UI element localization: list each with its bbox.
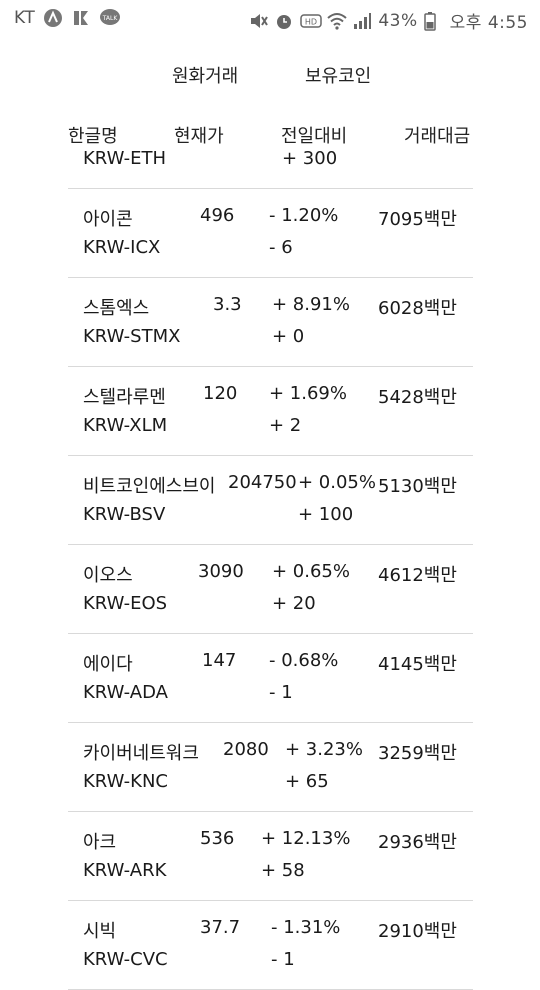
change-rate: + 0.65% <box>272 561 350 582</box>
change-rate: + 12.13% <box>261 828 351 849</box>
price-diff: + 0 <box>272 326 305 347</box>
coin-code: KRW-EOS <box>83 593 168 614</box>
coin-code: KRW-ICX <box>83 237 161 258</box>
coin-name: 아크 <box>83 832 117 853</box>
price-diff: + 65 <box>285 771 329 792</box>
trade-volume: 3259백만 <box>378 743 457 764</box>
coin-code: KRW-ARK <box>83 860 167 881</box>
price-diff: + 100 <box>298 504 354 525</box>
coin-row[interactable]: 스텔라루멘 KRW-XLM 120 + 1.69% + 2 5428백만 <box>68 367 473 456</box>
price-diff: + 300 <box>282 148 338 169</box>
price-diff: - 6 <box>269 237 293 258</box>
change-rate: - 1.31% <box>271 917 341 938</box>
battery-percent: 43% <box>378 10 418 31</box>
coin-row[interactable]: 카이버네트워크 KRW-KNC 2080 + 3.23% + 65 3259백만 <box>68 723 473 812</box>
trade-volume: 2910백만 <box>378 921 457 942</box>
coin-code: KRW-ETH <box>83 148 167 169</box>
coin-name: 비트코인에스브이 <box>83 476 216 497</box>
trade-volume: 4612백만 <box>378 565 457 586</box>
current-price: 204750 <box>228 472 297 493</box>
current-price: 3090 <box>198 561 244 582</box>
column-price[interactable]: 현재가 <box>174 126 224 147</box>
status-bar: KT TALK HD 43% 오후 4:55 <box>0 0 540 38</box>
clock: 오후 4:55 <box>449 13 528 33</box>
trade-volume: 4145백만 <box>378 654 457 675</box>
coin-code: KRW-BSV <box>83 504 166 525</box>
trade-volume: 5130백만 <box>378 476 457 497</box>
coin-list: KRW-ETH + 300 아이콘 KRW-ICX 496 - 1.20% - … <box>68 140 473 990</box>
coin-code: KRW-XLM <box>83 415 168 436</box>
change-rate: + 0.05% <box>298 472 376 493</box>
coin-row[interactable]: 아크 KRW-ARK 536 + 12.13% + 58 2936백만 <box>68 812 473 901</box>
price-diff: + 2 <box>269 415 302 436</box>
price-diff: + 58 <box>261 860 305 881</box>
market-tabs: 원화거래 보유코인 <box>0 62 540 92</box>
hd-voice-icon: HD <box>300 11 323 31</box>
coin-row[interactable]: 스톰엑스 KRW-STMX 3.3 + 8.91% + 0 6028백만 <box>68 278 473 367</box>
price-diff: + 20 <box>272 593 316 614</box>
current-price: 536 <box>200 828 235 849</box>
trade-volume: 7095백만 <box>378 209 457 230</box>
coin-code: KRW-STMX <box>83 326 181 347</box>
column-header: 한글명 현재가 전일대비 거래대금 <box>0 122 540 150</box>
signal-icon <box>352 11 372 31</box>
current-price: 147 <box>202 650 237 671</box>
current-price: 3.3 <box>213 294 242 315</box>
change-rate: + 1.69% <box>269 383 347 404</box>
current-price: 2080 <box>223 739 269 760</box>
kakaotalk-icon: TALK <box>99 8 121 28</box>
app-notification-icon <box>71 8 91 28</box>
column-name[interactable]: 한글명 <box>68 126 118 147</box>
battery-icon <box>423 11 444 31</box>
column-change[interactable]: 전일대비 <box>281 126 348 147</box>
coin-row[interactable]: 비트코인에스브이 KRW-BSV 204750 + 0.05% + 100 51… <box>68 456 473 545</box>
price-diff: - 1 <box>269 682 293 703</box>
coin-name: 이오스 <box>83 565 133 586</box>
current-price: 120 <box>203 383 238 404</box>
coin-name: 스텔라루멘 <box>83 387 166 408</box>
coin-code: KRW-ADA <box>83 682 168 703</box>
coin-code: KRW-KNC <box>83 771 168 792</box>
current-price: 37.7 <box>200 917 241 938</box>
coin-name: 시빅 <box>83 921 117 942</box>
carrier-label: KT <box>14 8 36 28</box>
change-rate: - 1.20% <box>269 205 339 226</box>
navigation-app-icon <box>43 8 63 28</box>
coin-name: 아이콘 <box>83 209 133 230</box>
coin-row[interactable]: 에이다 KRW-ADA 147 - 0.68% - 1 4145백만 <box>68 634 473 723</box>
coin-row[interactable]: 아이콘 KRW-ICX 496 - 1.20% - 6 7095백만 <box>68 189 473 278</box>
trade-volume: 6028백만 <box>378 298 457 319</box>
change-rate: + 8.91% <box>272 294 350 315</box>
wifi-icon <box>326 11 348 31</box>
change-rate: + 3.23% <box>285 739 363 760</box>
current-price: 496 <box>200 205 235 226</box>
svg-text:TALK: TALK <box>102 15 119 22</box>
change-rate: - 0.68% <box>269 650 339 671</box>
coin-name: 카이버네트워크 <box>83 743 199 764</box>
coin-row[interactable]: KRW-ETH + 300 <box>68 140 473 189</box>
trade-volume: 2936백만 <box>378 832 457 853</box>
coin-name: 에이다 <box>83 654 133 675</box>
trade-volume: 5428백만 <box>378 387 457 408</box>
tab-krw-market[interactable]: 원화거래 <box>172 66 239 87</box>
column-volume[interactable]: 거래대금 <box>404 126 471 147</box>
mute-icon <box>248 11 269 31</box>
alarm-icon <box>274 11 294 31</box>
coin-name: 스톰엑스 <box>83 298 150 319</box>
coin-row[interactable]: 시빅 KRW-CVC 37.7 - 1.31% - 1 2910백만 <box>68 901 473 990</box>
svg-text:HD: HD <box>305 17 317 26</box>
tab-holdings[interactable]: 보유코인 <box>305 66 372 87</box>
coin-row[interactable]: 이오스 KRW-EOS 3090 + 0.65% + 20 4612백만 <box>68 545 473 634</box>
